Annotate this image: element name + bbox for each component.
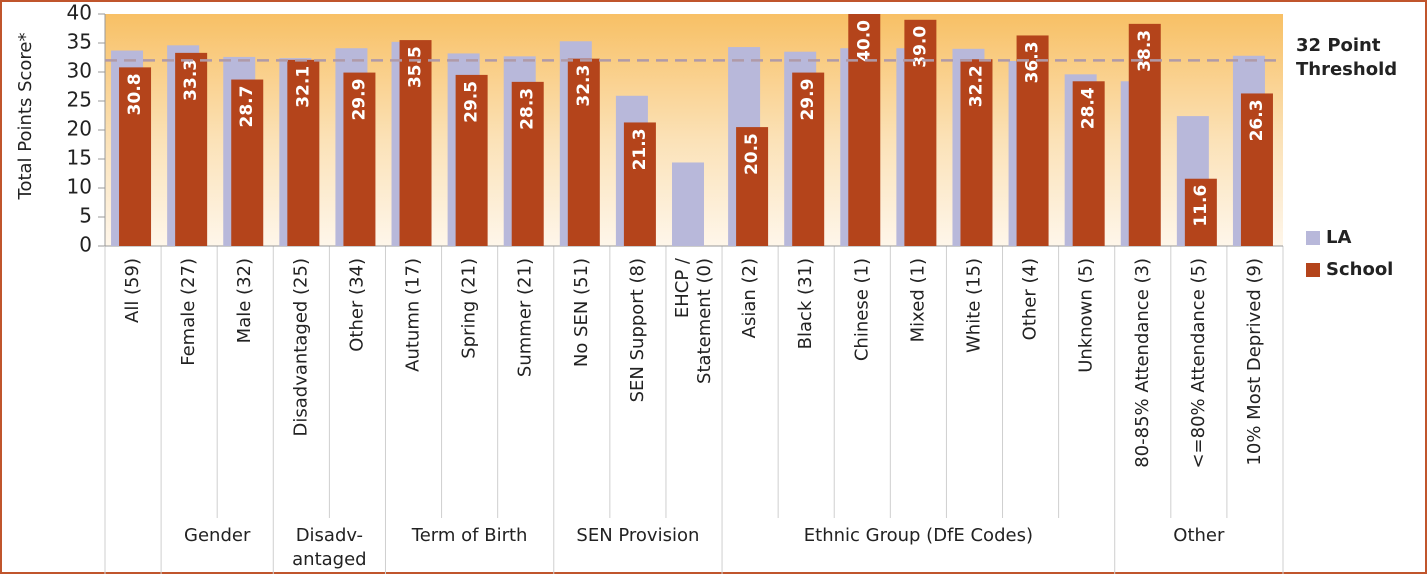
x-tick-label: All (59) — [122, 258, 143, 323]
bar — [1240, 93, 1273, 247]
bar — [231, 79, 264, 246]
bar — [1016, 35, 1049, 247]
value-label: 38.3 — [1135, 30, 1155, 72]
value-label: 39.0 — [910, 26, 930, 68]
y-tick-label: 25 — [67, 88, 92, 112]
bar — [1184, 178, 1217, 246]
legend-label: School — [1326, 259, 1393, 280]
bar — [119, 67, 152, 246]
value-label: 11.6 — [1191, 185, 1211, 227]
x-tick-label: No SEN (51) — [571, 258, 592, 367]
group-label: SEN Provision — [576, 525, 699, 546]
x-tick-label: Other (34) — [346, 258, 367, 352]
x-tick-label: Chinese (1) — [851, 258, 872, 361]
value-label: 32.3 — [574, 65, 594, 107]
value-label: 32.2 — [966, 65, 986, 107]
legend-swatch — [1306, 263, 1320, 277]
value-label: 29.9 — [798, 79, 818, 121]
y-axis-label: Total Points Score* — [15, 33, 36, 201]
y-tick-label: 40 — [67, 1, 92, 25]
x-tick-label: Black (31) — [795, 258, 816, 349]
y-tick-label: 15 — [67, 146, 92, 170]
bar — [672, 162, 704, 246]
group-label: Gender — [184, 525, 251, 546]
value-label: 32.1 — [293, 66, 313, 108]
x-tick-label: Female (27) — [178, 258, 199, 366]
bar — [960, 59, 993, 246]
value-label: 28.3 — [518, 88, 538, 130]
bar — [455, 74, 488, 247]
bar — [399, 40, 432, 246]
y-tick-label: 35 — [67, 30, 92, 54]
x-tick-label: SEN Support (8) — [627, 258, 648, 402]
value-label: 20.5 — [742, 133, 762, 175]
group-label: Other — [1173, 525, 1225, 546]
y-tick-label: 10 — [67, 175, 92, 199]
value-label: 33.3 — [181, 59, 201, 101]
value-label: 30.8 — [125, 73, 145, 115]
x-tick-label: Mixed (1) — [907, 258, 928, 342]
bar — [792, 72, 825, 246]
bar — [904, 19, 937, 246]
bar — [175, 52, 208, 246]
bar — [1072, 81, 1105, 246]
y-tick-label: 0 — [79, 233, 92, 257]
x-tick-label: Summer (21) — [515, 258, 536, 377]
x-tick-label: 10% Most Deprived (9) — [1244, 258, 1265, 466]
threshold-label: 32 Point Threshold — [1296, 35, 1397, 80]
bar — [511, 81, 544, 246]
value-label: 36.3 — [1023, 41, 1043, 83]
bar — [848, 14, 881, 246]
value-label: 26.3 — [1247, 99, 1267, 141]
group-label: Disadv-antaged — [292, 525, 366, 570]
x-tick-label: Other (4) — [1020, 258, 1041, 340]
value-label: 29.9 — [349, 79, 369, 121]
bar — [736, 127, 769, 246]
legend-swatch — [1306, 231, 1320, 245]
y-tick-label: 20 — [67, 117, 92, 141]
value-label: 35.5 — [406, 46, 426, 88]
group-label: Ethnic Group (DfE Codes) — [804, 525, 1033, 546]
value-label: 28.4 — [1079, 87, 1099, 129]
x-tick-label: Male (32) — [234, 258, 255, 343]
x-tick-label: Asian (2) — [739, 258, 760, 338]
group-label: Term of Birth — [411, 525, 528, 546]
value-label: 21.3 — [630, 128, 650, 170]
bar — [287, 59, 320, 246]
value-label: 29.5 — [462, 81, 482, 123]
x-tick-label: 80-85% Attendance (3) — [1132, 258, 1153, 468]
x-tick-label: Disadvantaged (25) — [290, 258, 311, 436]
x-tick-label: EHCP /Statement (0) — [672, 257, 715, 384]
bar — [623, 122, 656, 246]
bar — [567, 58, 600, 246]
value-label: 40.0 — [854, 20, 874, 62]
legend-label: LA — [1326, 227, 1351, 248]
x-tick-label: <=80% Attendance (5) — [1188, 258, 1209, 469]
y-tick-label: 5 — [79, 204, 92, 228]
x-tick-label: Spring (21) — [459, 258, 480, 359]
bar — [343, 72, 376, 246]
y-tick-label: 30 — [67, 59, 92, 83]
x-tick-label: Unknown (5) — [1076, 258, 1097, 373]
x-tick-label: Autumn (17) — [403, 258, 424, 372]
x-tick-label: White (15) — [963, 258, 984, 353]
value-label: 28.7 — [237, 86, 257, 128]
